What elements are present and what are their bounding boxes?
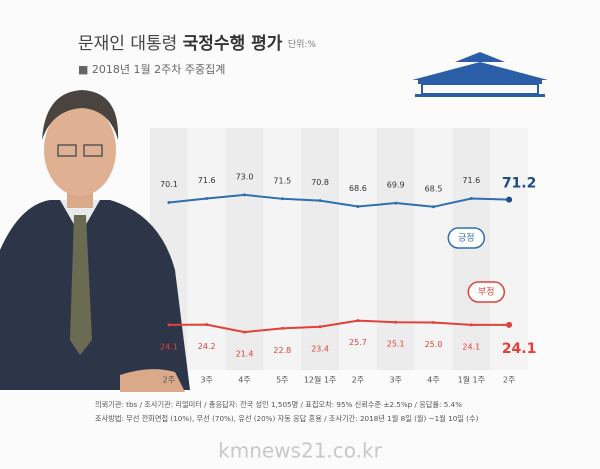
value-label: 68.5 bbox=[425, 184, 443, 193]
watermark: kmnews21.co.kr bbox=[218, 439, 382, 463]
band bbox=[225, 128, 264, 370]
point bbox=[506, 196, 513, 203]
value-label: 23.4 bbox=[311, 344, 329, 353]
value-label: 24.1 bbox=[502, 341, 537, 357]
value-label: 21.4 bbox=[236, 350, 254, 359]
band bbox=[376, 128, 415, 370]
notes: 의뢰기관: tbs / 조사기관: 리얼미터 / 총응답자: 전국 성인 1,5… bbox=[95, 400, 479, 423]
x-tick-label: 2주 bbox=[503, 376, 515, 385]
legend-bubble bbox=[467, 281, 506, 303]
point bbox=[394, 201, 398, 205]
value-label: 25.7 bbox=[349, 338, 367, 347]
x-tick-label: 12월 1주 bbox=[304, 375, 337, 385]
point bbox=[432, 205, 435, 209]
value-label: 70.8 bbox=[311, 178, 329, 187]
value-label: 22.8 bbox=[273, 346, 291, 355]
value-label: 71.5 bbox=[273, 176, 291, 185]
x-tick-label: 3주 bbox=[389, 376, 401, 385]
point bbox=[243, 193, 246, 197]
legend-bubble bbox=[447, 227, 486, 249]
x-tick-label: 5주 bbox=[276, 376, 288, 385]
point bbox=[280, 197, 284, 201]
point bbox=[280, 326, 284, 330]
point bbox=[167, 323, 171, 327]
value-label: 70.1 bbox=[160, 180, 178, 189]
value-label: 71.6 bbox=[462, 176, 480, 185]
value-label: 69.9 bbox=[387, 181, 405, 190]
x-tick-label: 4주 bbox=[427, 376, 439, 385]
chart-title: 문재인 대통령 국정수행 평가 단위:% bbox=[78, 34, 316, 54]
band bbox=[452, 128, 491, 370]
value-label: 25.1 bbox=[387, 340, 405, 349]
point bbox=[469, 197, 473, 201]
x-tick-label: 1월 1주 bbox=[458, 375, 485, 385]
band bbox=[490, 128, 528, 370]
value-label: 24.1 bbox=[160, 342, 178, 351]
point bbox=[205, 197, 209, 201]
series-line bbox=[168, 193, 510, 208]
photo bbox=[0, 90, 190, 392]
value-label: 71.6 bbox=[198, 176, 216, 185]
note: 의뢰기관: tbs / 조사기관: 리얼미터 / 총응답자: 전국 성인 1,5… bbox=[95, 400, 462, 409]
value-label: 71.2 bbox=[502, 176, 537, 192]
legend-label: 긍정 bbox=[458, 233, 475, 244]
value-label: 73.0 bbox=[236, 172, 254, 181]
unit: 단위:% bbox=[288, 39, 317, 50]
point bbox=[243, 330, 246, 334]
building-icon bbox=[412, 52, 548, 97]
x-tick-label: 3주 bbox=[200, 376, 212, 385]
point bbox=[318, 325, 322, 329]
x-tick-label: 2주 bbox=[352, 376, 364, 385]
note: 조사방법: 무선 전화면접 (10%), 무선 (70%), 유선 (20%) … bbox=[95, 414, 479, 423]
band bbox=[301, 128, 339, 370]
value-label: 24.1 bbox=[462, 342, 480, 351]
point bbox=[356, 319, 360, 323]
x-tick-label: 2주 bbox=[163, 376, 175, 385]
series-line bbox=[168, 319, 510, 334]
title-bold: 국정수행 평가 bbox=[183, 34, 283, 54]
band bbox=[263, 128, 302, 370]
point bbox=[469, 323, 473, 327]
value-label: 25.0 bbox=[425, 340, 443, 349]
legend-label: 부정 bbox=[478, 287, 495, 298]
point bbox=[356, 205, 360, 209]
value-label: 24.2 bbox=[198, 342, 216, 351]
point bbox=[394, 320, 398, 324]
band bbox=[339, 128, 377, 370]
point bbox=[167, 201, 171, 205]
point bbox=[205, 323, 209, 327]
subtitle: ■ 2018년 1월 2주차 주중집계 bbox=[78, 63, 225, 76]
point bbox=[432, 321, 435, 324]
band bbox=[187, 128, 226, 370]
x-tick-label: 4주 bbox=[238, 376, 250, 385]
plot-bands bbox=[150, 128, 528, 370]
title-prefix: 문재인 대통령 bbox=[78, 34, 177, 54]
value-label: 68.6 bbox=[349, 184, 367, 193]
point bbox=[506, 321, 513, 328]
band bbox=[414, 128, 453, 370]
point bbox=[318, 199, 322, 203]
